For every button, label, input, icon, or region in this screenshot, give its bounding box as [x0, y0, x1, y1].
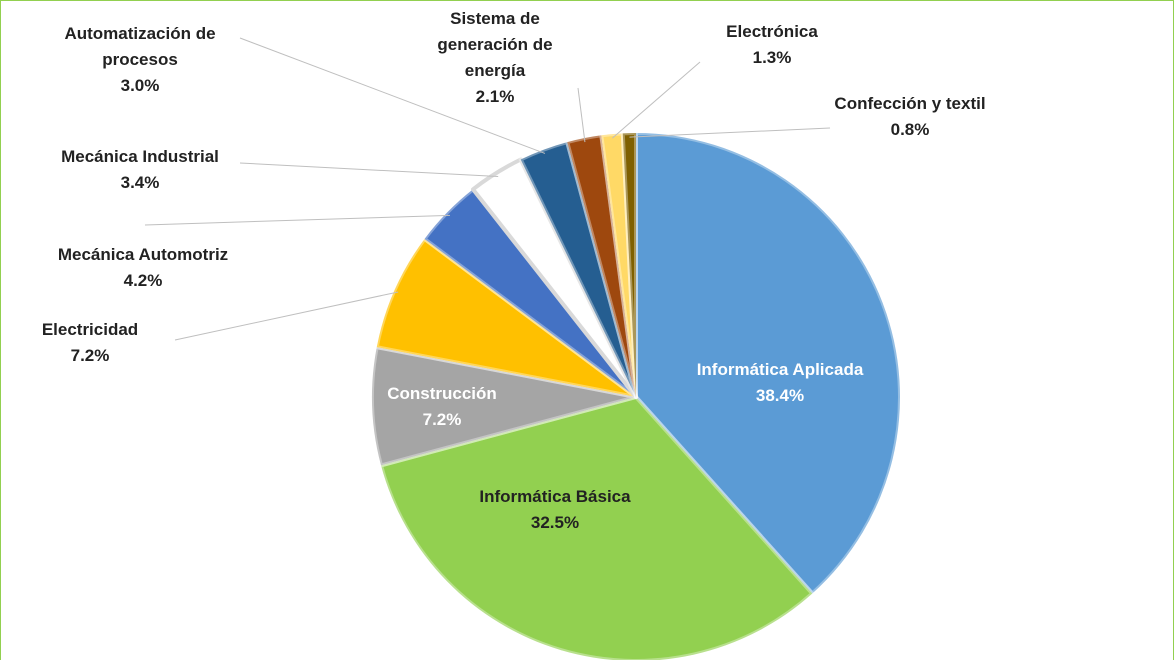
slice-name: Mecánica Industrial	[61, 147, 219, 166]
pie-slice	[471, 157, 638, 399]
slice-label: Construcción 7.2%	[322, 381, 562, 433]
slice-value: 32.5%	[530, 513, 580, 532]
slice-name: Informática Aplicada	[696, 360, 864, 379]
slice-value: 3.4%	[120, 173, 160, 192]
slice-value: 2.1%	[475, 87, 515, 106]
slice-name: Electrónica	[726, 22, 818, 41]
slice-label: Mecánica Industrial 3.4%	[20, 144, 260, 196]
slice-name: Mecánica Automotriz	[57, 245, 229, 264]
leader-line	[144, 214, 451, 226]
slice-label: Automatización de procesos 3.0%	[20, 21, 260, 99]
pie-slice	[599, 131, 638, 399]
slice-label: Confección y textil 0.8%	[790, 91, 1030, 143]
leader-line	[629, 127, 831, 138]
slice-label: Electricidad 7.2%	[0, 317, 210, 369]
pie-slice	[620, 131, 638, 399]
slice-name: Automatización de procesos	[64, 24, 216, 69]
slice-value: 1.3%	[752, 48, 792, 67]
pie-slice	[370, 345, 638, 468]
pie-slice	[374, 236, 638, 399]
slice-name: Confección y textil	[834, 94, 986, 113]
slice-name: Construcción	[387, 384, 497, 403]
leader-line	[577, 87, 586, 143]
slice-value: 4.2%	[123, 271, 163, 290]
slice-name: Electricidad	[41, 320, 139, 339]
pie-slice	[518, 140, 638, 399]
leader-line	[174, 291, 399, 341]
slice-label: Electrónica 1.3%	[652, 19, 892, 71]
slice-name: Sistema de generación de energía	[437, 9, 553, 80]
slice-value: 0.8%	[890, 120, 930, 139]
leader-line	[239, 162, 499, 178]
slice-label: Mecánica Automotriz 4.2%	[23, 242, 263, 294]
slice-name: Informática Básica	[479, 487, 631, 506]
slice-label: Informática Básica 32.5%	[435, 484, 675, 536]
leader-line	[239, 37, 546, 154]
slice-label: Sistema de generación de energía 2.1%	[375, 6, 615, 110]
leader-line	[612, 61, 701, 139]
slice-value: 7.2%	[422, 410, 462, 429]
pie-slice	[379, 395, 815, 660]
slice-label: Informática Aplicada 38.4%	[660, 357, 900, 409]
slice-value: 3.0%	[120, 76, 160, 95]
slice-value: 38.4%	[755, 386, 805, 405]
slice-value: 7.2%	[70, 346, 110, 365]
pie-slice	[634, 131, 902, 596]
